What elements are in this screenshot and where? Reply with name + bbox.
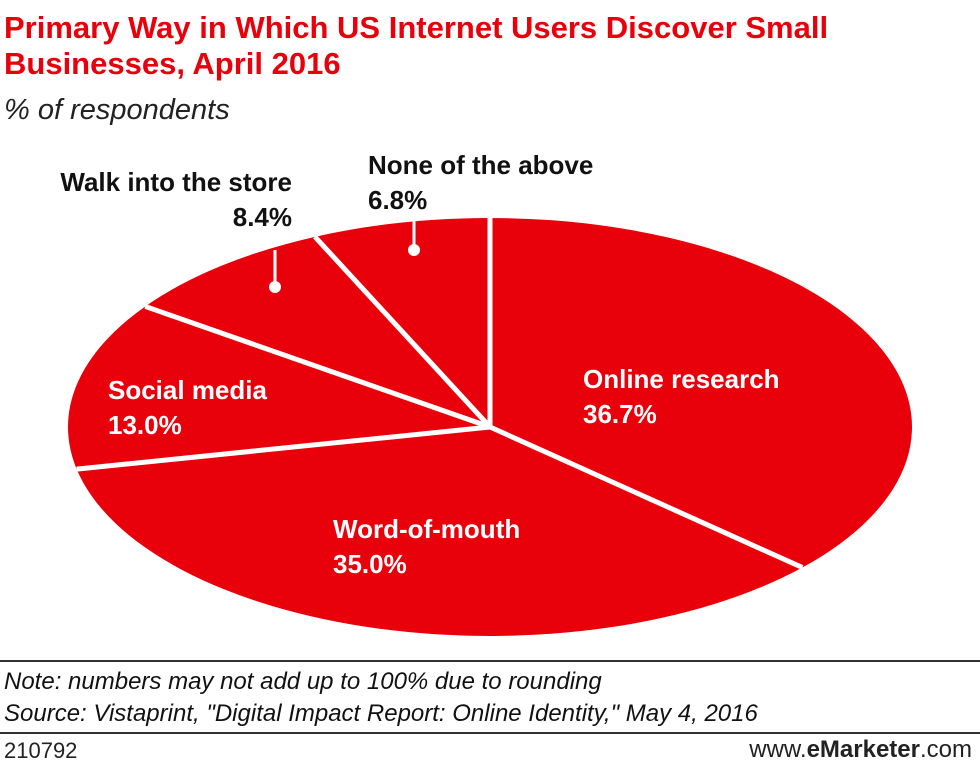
brand-name: eMarketer [806, 736, 920, 763]
chart-id: 210792 [4, 738, 78, 763]
pie-divider [76, 424, 491, 472]
brand-prefix: www. [749, 736, 807, 763]
slice-value-social-media: 13.0% [108, 410, 182, 440]
slice-value-online-research: 36.7% [583, 399, 657, 429]
brand-suffix: .com [919, 736, 972, 763]
slice-label-word-of-mouth: Word-of-mouth [333, 514, 520, 544]
slice-value-none-of-the-above: 6.8% [368, 185, 427, 215]
slice-value-word-of-mouth: 35.0% [333, 549, 407, 579]
chart-title: Primary Way in Which US Internet Users D… [4, 10, 829, 81]
brand-logo: www.eMarketer.com [749, 736, 972, 764]
pie-slice-none-of-the-above [314, 218, 490, 427]
footer-source: Source: Vistaprint, "Digital Impact Repo… [4, 700, 758, 727]
footer-note: Note: numbers may not add up to 100% due… [4, 668, 602, 695]
chart-subtitle: % of respondents [4, 94, 230, 126]
pie-divider [488, 424, 804, 570]
callout-dot-none-of-the-above [408, 244, 420, 256]
pie-divider [313, 235, 492, 429]
footer-divider-top [0, 660, 980, 662]
pie-slice-online-research [490, 218, 913, 568]
slice-label-none-of-the-above: None of the above [368, 150, 593, 180]
pie-slice-social-media [67, 306, 490, 470]
callout-dot-walk-into-the-store [269, 281, 281, 293]
slice-label-walk-into-the-store: Walk into the store [60, 167, 292, 197]
pie-chart: Online research 36.7% Word-of-mouth 35.0% So… [60, 150, 913, 636]
pie-divider [144, 304, 491, 430]
footer-divider-bottom [0, 732, 980, 734]
pie-callouts [269, 219, 420, 293]
slice-label-online-research: Online research [583, 364, 780, 394]
pie-slices [67, 218, 913, 636]
slice-label-social-media: Social media [108, 375, 267, 405]
pie-slice-walk-into-the-store [145, 236, 491, 427]
slice-value-walk-into-the-store: 8.4% [233, 202, 292, 232]
pie-dividers [76, 218, 804, 570]
pie-labels: Online research 36.7% Word-of-mouth 35.0% So… [60, 150, 779, 579]
pie-slice-word-of-mouth [76, 427, 803, 636]
